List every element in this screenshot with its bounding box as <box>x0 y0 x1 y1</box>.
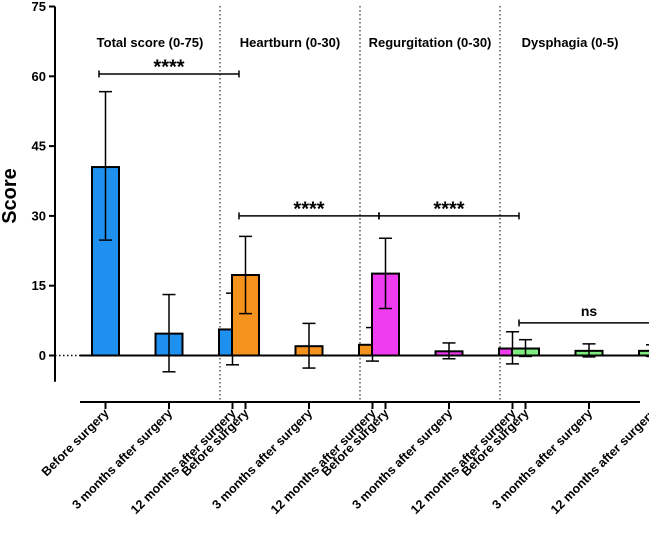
y-axis-title: Score <box>0 168 21 224</box>
y-tick-label: 60 <box>32 69 46 84</box>
panel-title: Total score (0-75) <box>97 35 204 50</box>
category-label: Before surgery <box>179 406 252 479</box>
panel-title: Heartburn (0-30) <box>240 35 340 50</box>
axis-layer: 0 15 30 45 60 75 <box>32 0 640 403</box>
significance-label: **** <box>433 198 464 220</box>
panel-1 <box>80 70 247 409</box>
panel-title: Dysphagia (0-5) <box>522 35 619 50</box>
y-tick-label: 0 <box>39 348 46 363</box>
significance-label: **** <box>293 198 324 220</box>
bar <box>638 349 649 357</box>
y-tick-label: 30 <box>32 208 46 223</box>
significance-label: ns <box>581 303 598 319</box>
y-tick-label: 15 <box>32 278 46 293</box>
category-label: Before surgery <box>319 406 392 479</box>
category-label: Before surgery <box>459 406 532 479</box>
bar <box>371 272 400 357</box>
y-tick-label: 45 <box>32 139 46 154</box>
panel-3 <box>360 212 527 409</box>
bar-layer <box>80 70 649 409</box>
panel-2 <box>220 212 387 409</box>
y-tick-label: 75 <box>32 0 46 14</box>
panel-title: Regurgitation (0-30) <box>369 35 492 50</box>
panel-4 <box>500 319 649 409</box>
category-label: Before surgery <box>39 406 112 479</box>
category-label: 12 months after surgery <box>548 406 649 517</box>
significance-label: **** <box>153 56 184 78</box>
